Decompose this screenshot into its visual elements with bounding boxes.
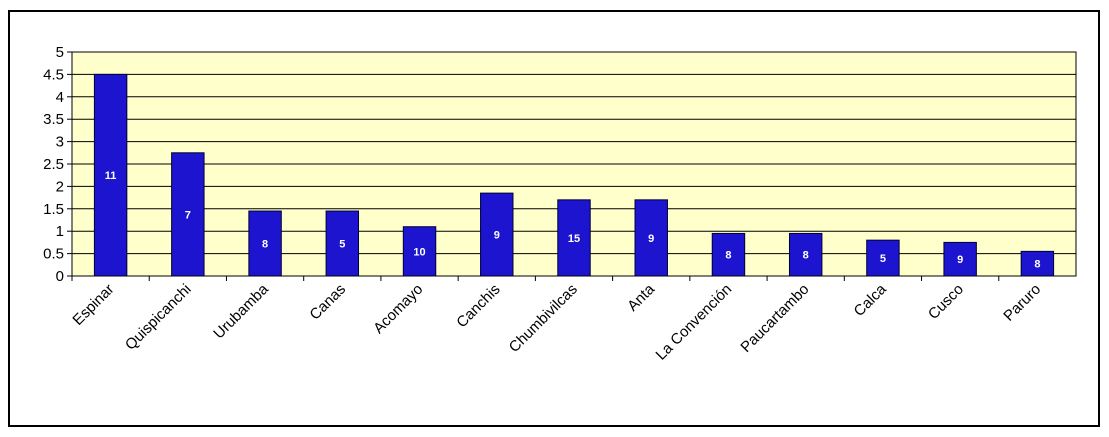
bar [1020,250,1055,277]
data-label: 15 [568,233,580,245]
data-label: 9 [648,233,654,245]
y-tick-label: 5 [56,44,64,61]
data-label: 8 [1034,259,1040,271]
x-tick-label: Canchis [453,281,503,331]
data-label: 10 [413,246,425,258]
x-tick-label: Espinar [69,281,117,329]
bar [93,73,128,277]
x-tick-label: La Convención [653,281,736,364]
x-tick-label: Chumbivilcas [506,281,581,356]
data-label: 5 [339,239,345,251]
x-tick-label: Paruro [1000,281,1044,325]
bar [634,199,668,277]
y-tick-label: 4 [56,89,64,106]
y-tick-label: 2.5 [43,156,64,173]
bar [480,192,514,277]
bar [248,210,282,277]
y-tick-label: 4.5 [43,66,64,83]
data-label: 5 [880,253,886,265]
data-label: 9 [494,230,500,242]
bar [866,239,900,277]
data-label: 8 [803,250,809,262]
data-label: 9 [957,254,963,266]
data-labels: 11 7 8 5 10 9 15 9 8 8 5 9 8 [105,170,1041,270]
bar [325,210,360,277]
data-label: 11 [105,170,117,182]
x-axis: Espinar Quispicanchi Urubamba Canas Acomayo C… [69,275,1076,364]
x-tick-label: Calca [851,280,891,320]
bar [711,232,746,277]
y-tick-label: 3.5 [43,111,64,128]
bar [402,226,437,277]
y-tick-label: 3 [56,134,64,151]
x-tick-label: Urubamba [210,280,272,342]
data-label: 8 [725,250,731,262]
bar [171,152,205,277]
x-tick-label: Cusco [925,281,967,323]
bar-chart: 11 7 8 5 10 9 15 9 8 8 5 9 8 0 0.5 1 1.5 2 2.5 3 3.5 4 4.5 5 E… [43,44,1077,364]
bar [943,241,977,277]
bars [93,73,1055,277]
y-tick-label: 1.5 [43,201,64,218]
x-tick-label: Canas [306,281,349,324]
y-tick-label: 0 [56,268,64,285]
y-tick-label: 0.5 [43,246,64,263]
y-tick-label: 2 [56,178,64,195]
y-tick-label: 1 [56,223,64,240]
bar [557,199,591,277]
x-tick-label: Acomayo [370,281,426,337]
data-label: 7 [185,209,191,221]
x-tick-label: Quispicanchi [122,281,195,354]
data-label: 8 [262,239,268,251]
y-axis: 0 0.5 1 1.5 2 2.5 3 3.5 4 4.5 5 [43,44,73,285]
x-tick-label: Anta [624,280,658,314]
chart-frame: 11 7 8 5 10 9 15 9 8 8 5 9 8 0 0.5 1 1.5 2 2.5 3 3.5 4 4.5 5 E… [8,10,1100,427]
x-tick-label: Paucartambo [737,281,812,356]
bar [788,232,823,277]
